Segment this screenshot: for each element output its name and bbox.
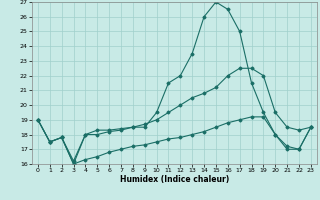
X-axis label: Humidex (Indice chaleur): Humidex (Indice chaleur) xyxy=(120,175,229,184)
